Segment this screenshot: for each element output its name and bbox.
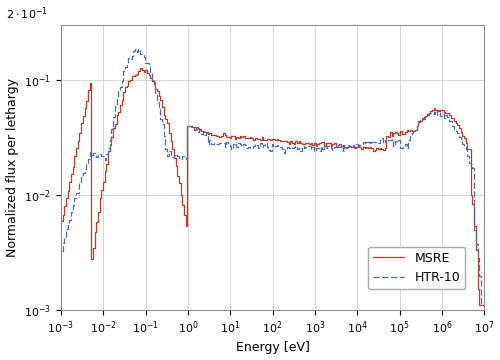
MSRE [330,142,336,147]
HTR-10 [358,142,364,147]
MSRE [138,66,144,70]
Text: $2 \cdot 10^{-1}$: $2 \cdot 10^{-1}$ [6,5,48,22]
HTR-10 [482,303,488,307]
MSRE [477,303,483,307]
MSRE [67,180,73,184]
HTR-10 [330,147,336,152]
HTR-10 [396,138,402,142]
Y-axis label: Normalized flux per lethargy: Normalized flux per lethargy [6,78,18,257]
MSRE [474,248,480,252]
X-axis label: Energy [eV]: Energy [eV] [236,341,310,355]
MSRE [482,303,488,307]
HTR-10 [187,124,193,128]
MSRE [187,123,193,128]
MSRE [58,219,64,223]
MSRE [396,133,402,137]
Line: HTR-10: HTR-10 [62,49,485,305]
MSRE [358,144,364,149]
Line: MSRE: MSRE [62,68,485,305]
HTR-10 [58,249,64,253]
HTR-10 [67,217,73,222]
Legend: MSRE, HTR-10: MSRE, HTR-10 [368,247,465,289]
HTR-10 [474,242,480,247]
HTR-10 [133,47,139,51]
HTR-10 [478,303,484,307]
